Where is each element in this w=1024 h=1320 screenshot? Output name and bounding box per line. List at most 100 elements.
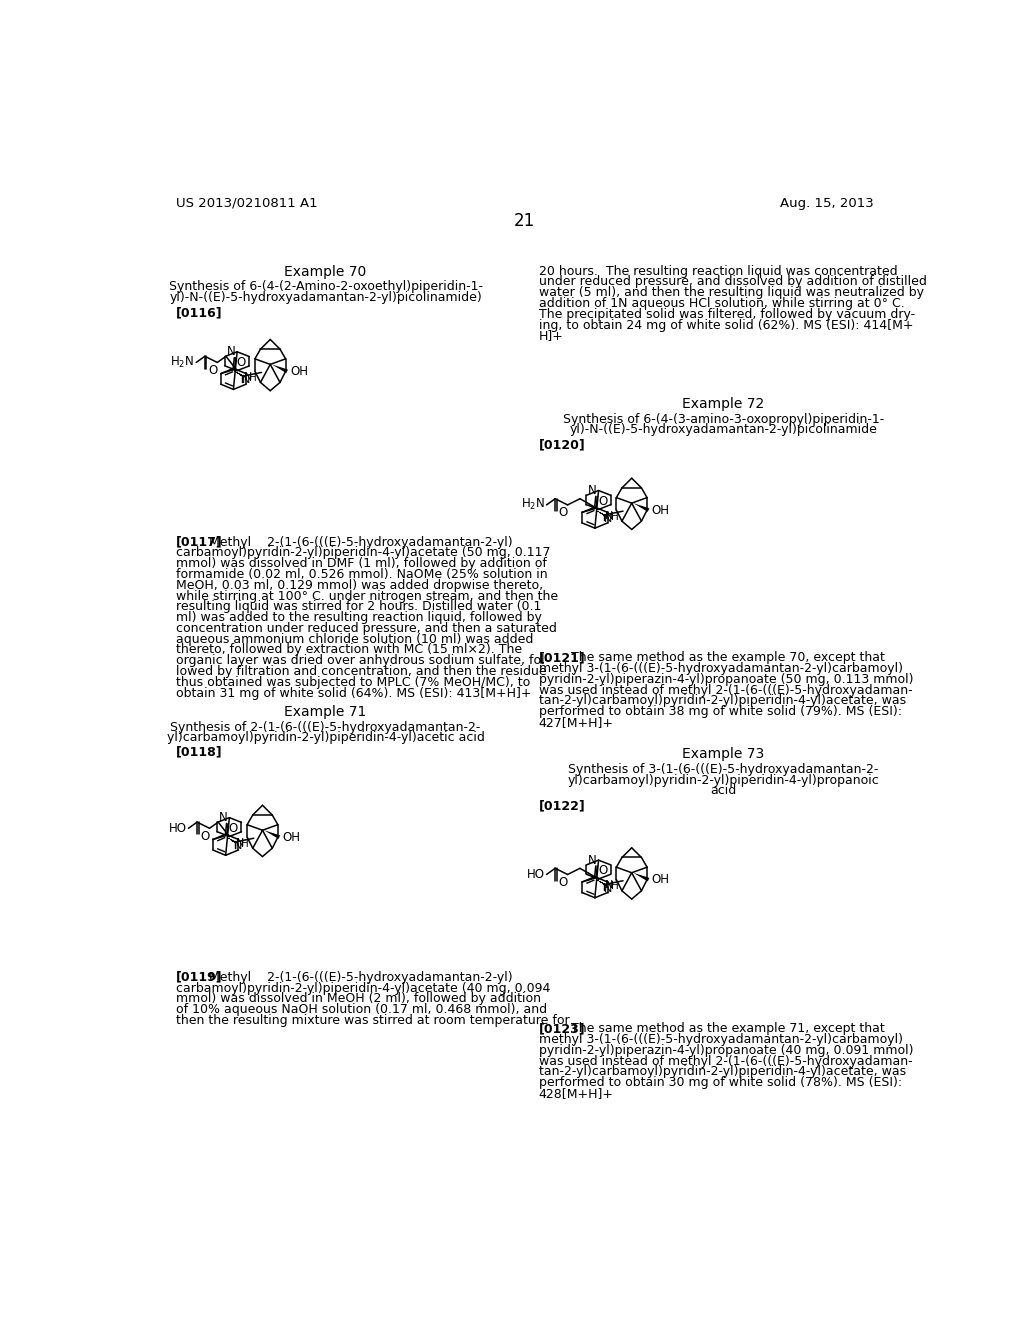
Text: O: O [598, 495, 607, 508]
Text: [0120]: [0120] [539, 438, 586, 451]
Text: yl)-N-((E)-5-hydroxyadamantan-2-yl)picolinamide: yl)-N-((E)-5-hydroxyadamantan-2-yl)picol… [569, 424, 878, 437]
Text: H]+: H]+ [539, 330, 563, 342]
Text: lowed by filtration and concentration, and then the residue: lowed by filtration and concentration, a… [176, 665, 547, 678]
Text: organic layer was dried over anhydrous sodium sulfate, fol-: organic layer was dried over anhydrous s… [176, 655, 549, 668]
Text: water (5 ml), and then the resulting liquid was neutralized by: water (5 ml), and then the resulting liq… [539, 286, 924, 300]
Text: carbamoyl)pyridin-2-yl)piperidin-4-yl)acetate (40 mg, 0.094: carbamoyl)pyridin-2-yl)piperidin-4-yl)ac… [176, 982, 551, 994]
Text: 428[M+H]+: 428[M+H]+ [539, 1088, 613, 1100]
Text: 427[M+H]+: 427[M+H]+ [539, 715, 613, 729]
Text: aqueous ammonium chloride solution (10 ml) was added: aqueous ammonium chloride solution (10 m… [176, 632, 534, 645]
Text: N: N [244, 372, 252, 381]
Text: addition of 1N aqueous HCl solution, while stirring at 0° C.: addition of 1N aqueous HCl solution, whi… [539, 297, 904, 310]
Text: OH: OH [290, 364, 308, 378]
Text: formamide (0.02 ml, 0.526 mmol). NaOMe (25% solution in: formamide (0.02 ml, 0.526 mmol). NaOMe (… [176, 568, 548, 581]
Text: Example 73: Example 73 [682, 747, 764, 762]
Text: was used instead of methyl 2-(1-(6-(((E)-5-hydroxyadaman-: was used instead of methyl 2-(1-(6-(((E)… [539, 684, 912, 697]
Text: Example 72: Example 72 [682, 397, 764, 411]
Text: yl)carbamoyl)pyridin-2-yl)piperidin-4-yl)acetic acid: yl)carbamoyl)pyridin-2-yl)piperidin-4-yl… [167, 731, 484, 744]
Text: OH: OH [651, 503, 670, 516]
Text: concentration under reduced pressure, and then a saturated: concentration under reduced pressure, an… [176, 622, 557, 635]
Text: [0116]: [0116] [176, 306, 222, 319]
Text: 21: 21 [514, 213, 536, 230]
Text: [0118]: [0118] [176, 744, 222, 758]
Text: N: N [603, 513, 611, 524]
Text: ml) was added to the resulting reaction liquid, followed by: ml) was added to the resulting reaction … [176, 611, 542, 624]
Text: [0122]: [0122] [539, 800, 586, 813]
Text: pyridin-2-yl)piperazin-4-yl)propanoate (50 mg, 0.113 mmol): pyridin-2-yl)piperazin-4-yl)propanoate (… [539, 673, 913, 686]
Text: Methyl    2-(1-(6-(((E)-5-hydroxyadamantan-2-yl): Methyl 2-(1-(6-(((E)-5-hydroxyadamantan-… [209, 970, 512, 983]
Text: [0119]: [0119] [176, 970, 222, 983]
Polygon shape [633, 503, 649, 512]
Text: performed to obtain 30 mg of white solid (78%). MS (ESI):: performed to obtain 30 mg of white solid… [539, 1076, 902, 1089]
Text: mmol) was dissolved in MeOH (2 ml), followed by addition: mmol) was dissolved in MeOH (2 ml), foll… [176, 993, 541, 1006]
Polygon shape [271, 364, 288, 374]
Text: methyl 3-(1-(6-(((E)-5-hydroxyadamantan-2-yl)carbamoyl): methyl 3-(1-(6-(((E)-5-hydroxyadamantan-… [539, 1034, 903, 1047]
Text: yl)carbamoyl)pyridin-2-yl)piperidin-4-yl)propanoic: yl)carbamoyl)pyridin-2-yl)piperidin-4-yl… [567, 774, 879, 787]
Text: O: O [558, 875, 567, 888]
Text: pyridin-2-yl)piperazin-4-yl)propanoate (40 mg, 0.091 mmol): pyridin-2-yl)piperazin-4-yl)propanoate (… [539, 1044, 913, 1057]
Text: thereto, followed by extraction with MC (15 ml×2). The: thereto, followed by extraction with MC … [176, 644, 522, 656]
Text: O: O [237, 356, 246, 370]
Text: methyl 3-(1-(6-(((E)-5-hydroxyadamantan-2-yl)carbamoyl): methyl 3-(1-(6-(((E)-5-hydroxyadamantan-… [539, 663, 903, 675]
Text: Example 70: Example 70 [285, 264, 367, 279]
Text: N: N [227, 346, 236, 358]
Text: performed to obtain 38 mg of white solid (79%). MS (ESI):: performed to obtain 38 mg of white solid… [539, 705, 902, 718]
Text: [0121]: [0121] [539, 651, 586, 664]
Text: The same method as the example 71, except that: The same method as the example 71, excep… [571, 1022, 885, 1035]
Text: [0117]: [0117] [176, 536, 223, 549]
Text: then the resulting mixture was stirred at room temperature for: then the resulting mixture was stirred a… [176, 1014, 569, 1027]
Text: N: N [588, 854, 597, 867]
Text: thus obtained was subjected to MPLC (7% MeOH/MC), to: thus obtained was subjected to MPLC (7% … [176, 676, 530, 689]
Text: N: N [234, 841, 243, 851]
Text: tan-2-yl)carbamoyl)pyridin-2-yl)piperidin-4-yl)acetate, was: tan-2-yl)carbamoyl)pyridin-2-yl)piperidi… [539, 694, 906, 708]
Text: resulting liquid was stirred for 2 hours. Distilled water (0.1: resulting liquid was stirred for 2 hours… [176, 601, 542, 614]
Text: tan-2-yl)carbamoyl)pyridin-2-yl)piperidin-4-yl)acetate, was: tan-2-yl)carbamoyl)pyridin-2-yl)piperidi… [539, 1065, 906, 1078]
Text: yl)-N-((E)-5-hydroxyadamantan-2-yl)picolinamide): yl)-N-((E)-5-hydroxyadamantan-2-yl)picol… [169, 290, 482, 304]
Text: H: H [610, 512, 618, 521]
Text: of 10% aqueous NaOH solution (0.17 ml, 0.468 mmol), and: of 10% aqueous NaOH solution (0.17 ml, 0… [176, 1003, 547, 1016]
Text: H$_2$N: H$_2$N [521, 498, 545, 512]
Text: H: H [249, 374, 257, 383]
Text: Synthesis of 6-(4-(3-amino-3-oxopropyl)piperidin-1-: Synthesis of 6-(4-(3-amino-3-oxopropyl)p… [562, 412, 884, 425]
Text: N: N [605, 511, 613, 520]
Text: while stirring at 100° C. under nitrogen stream, and then the: while stirring at 100° C. under nitrogen… [176, 590, 558, 603]
Text: acid: acid [710, 784, 736, 797]
Text: OH: OH [651, 873, 670, 886]
Text: N: N [603, 883, 611, 894]
Text: The same method as the example 70, except that: The same method as the example 70, excep… [571, 651, 885, 664]
Text: O: O [228, 822, 239, 836]
Text: HO: HO [527, 869, 545, 880]
Text: N: N [236, 838, 245, 847]
Text: OH: OH [283, 830, 300, 843]
Text: [0123]: [0123] [539, 1022, 586, 1035]
Text: Methyl    2-(1-(6-(((E)-5-hydroxyadamantan-2-yl): Methyl 2-(1-(6-(((E)-5-hydroxyadamantan-… [209, 536, 512, 549]
Text: N: N [242, 375, 250, 385]
Text: O: O [208, 363, 217, 376]
Text: was used instead of methyl 2-(1-(6-(((E)-5-hydroxyadaman-: was used instead of methyl 2-(1-(6-(((E)… [539, 1055, 912, 1068]
Text: MeOH, 0.03 ml, 0.129 mmol) was added dropwise thereto,: MeOH, 0.03 ml, 0.129 mmol) was added dro… [176, 579, 543, 591]
Text: Aug. 15, 2013: Aug. 15, 2013 [780, 197, 873, 210]
Text: N: N [605, 880, 613, 890]
Text: H: H [610, 882, 618, 891]
Text: N: N [219, 812, 227, 824]
Text: Synthesis of 3-(1-(6-(((E)-5-hydroxyadamantan-2-: Synthesis of 3-(1-(6-(((E)-5-hydroxyadam… [568, 763, 879, 776]
Text: H: H [242, 840, 249, 849]
Text: carbamoyl)pyridin-2-yl)piperidin-4-yl)acetate (50 mg, 0.117: carbamoyl)pyridin-2-yl)piperidin-4-yl)ac… [176, 546, 551, 560]
Text: Synthesis of 2-(1-(6-(((E)-5-hydroxyadamantan-2-: Synthesis of 2-(1-(6-(((E)-5-hydroxyadam… [170, 721, 481, 734]
Text: Synthesis of 6-(4-(2-Amino-2-oxoethyl)piperidin-1-: Synthesis of 6-(4-(2-Amino-2-oxoethyl)pi… [169, 280, 482, 293]
Text: O: O [558, 506, 567, 519]
Text: O: O [598, 865, 607, 878]
Text: mmol) was dissolved in DMF (1 ml), followed by addition of: mmol) was dissolved in DMF (1 ml), follo… [176, 557, 547, 570]
Text: O: O [201, 829, 210, 842]
Polygon shape [633, 873, 649, 882]
Text: ing, to obtain 24 mg of white solid (62%). MS (ESI): 414[M+: ing, to obtain 24 mg of white solid (62%… [539, 318, 913, 331]
Text: US 2013/0210811 A1: US 2013/0210811 A1 [176, 197, 317, 210]
Polygon shape [264, 830, 281, 840]
Text: Example 71: Example 71 [285, 705, 367, 719]
Text: 20 hours.  The resulting reaction liquid was concentrated: 20 hours. The resulting reaction liquid … [539, 264, 897, 277]
Text: N: N [588, 484, 597, 498]
Text: The precipitated solid was filtered, followed by vacuum dry-: The precipitated solid was filtered, fol… [539, 308, 914, 321]
Text: under reduced pressure, and dissolved by addition of distilled: under reduced pressure, and dissolved by… [539, 276, 927, 289]
Text: H$_2$N: H$_2$N [171, 355, 195, 370]
Text: obtain 31 mg of white solid (64%). MS (ESI): 413[M+H]+: obtain 31 mg of white solid (64%). MS (E… [176, 686, 531, 700]
